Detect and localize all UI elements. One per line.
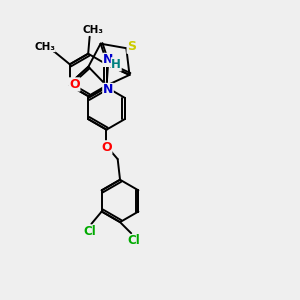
Text: CH₃: CH₃ [34, 42, 55, 52]
Text: Cl: Cl [128, 235, 140, 248]
Text: N: N [103, 53, 113, 66]
Text: CH₃: CH₃ [82, 25, 103, 35]
Text: S: S [127, 40, 136, 53]
Text: Cl: Cl [83, 225, 96, 238]
Text: O: O [101, 141, 112, 154]
Text: O: O [69, 78, 80, 91]
Text: H: H [111, 58, 121, 71]
Text: N: N [103, 83, 113, 96]
